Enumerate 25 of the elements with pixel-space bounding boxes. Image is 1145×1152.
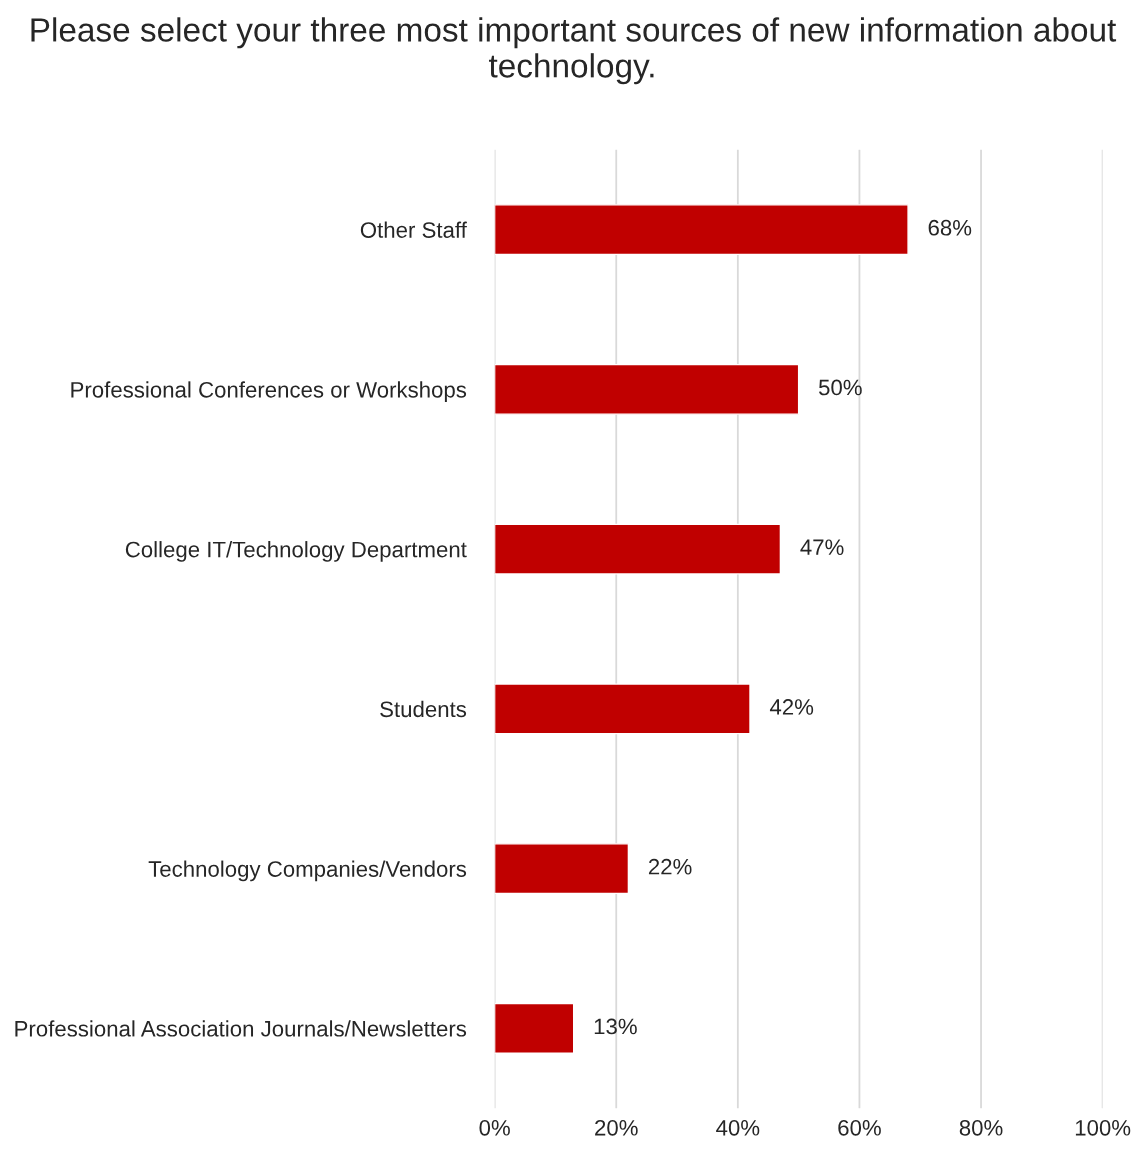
x-tick-label: 80% [959,1119,1003,1136]
x-tick-label: 60% [838,1119,881,1136]
y-tick-label: Students [380,700,467,718]
bar [494,523,782,575]
x-tick-label: 40% [716,1119,760,1136]
data-label: 42% [769,699,814,715]
data-label: 50% [818,379,862,396]
data-label: 47% [800,539,844,555]
bar [494,843,630,895]
chart-title: Please select your three most important sources of new information about technology. [31,17,1117,85]
x-tick-label: 20% [595,1119,638,1136]
bar [494,363,800,415]
y-tick-label: Technology Companies/Vendors [148,860,467,882]
y-tick-label: College IT/Technology Department [125,541,467,562]
bar [494,1002,575,1054]
x-tick-label: 100% [1075,1119,1131,1136]
x-tick-label: 0% [479,1119,510,1136]
y-tick-label: Other Staff [360,221,467,238]
data-label: 68% [928,219,972,236]
y-tick-label: Professional Conferences or Workshops [71,381,467,403]
y-tick-label: Professional Association Journals/Newsletters [15,1020,467,1037]
bar [494,683,751,735]
data-label: 22% [648,858,692,875]
bar [494,204,909,256]
data-label: 13% [594,1018,637,1035]
